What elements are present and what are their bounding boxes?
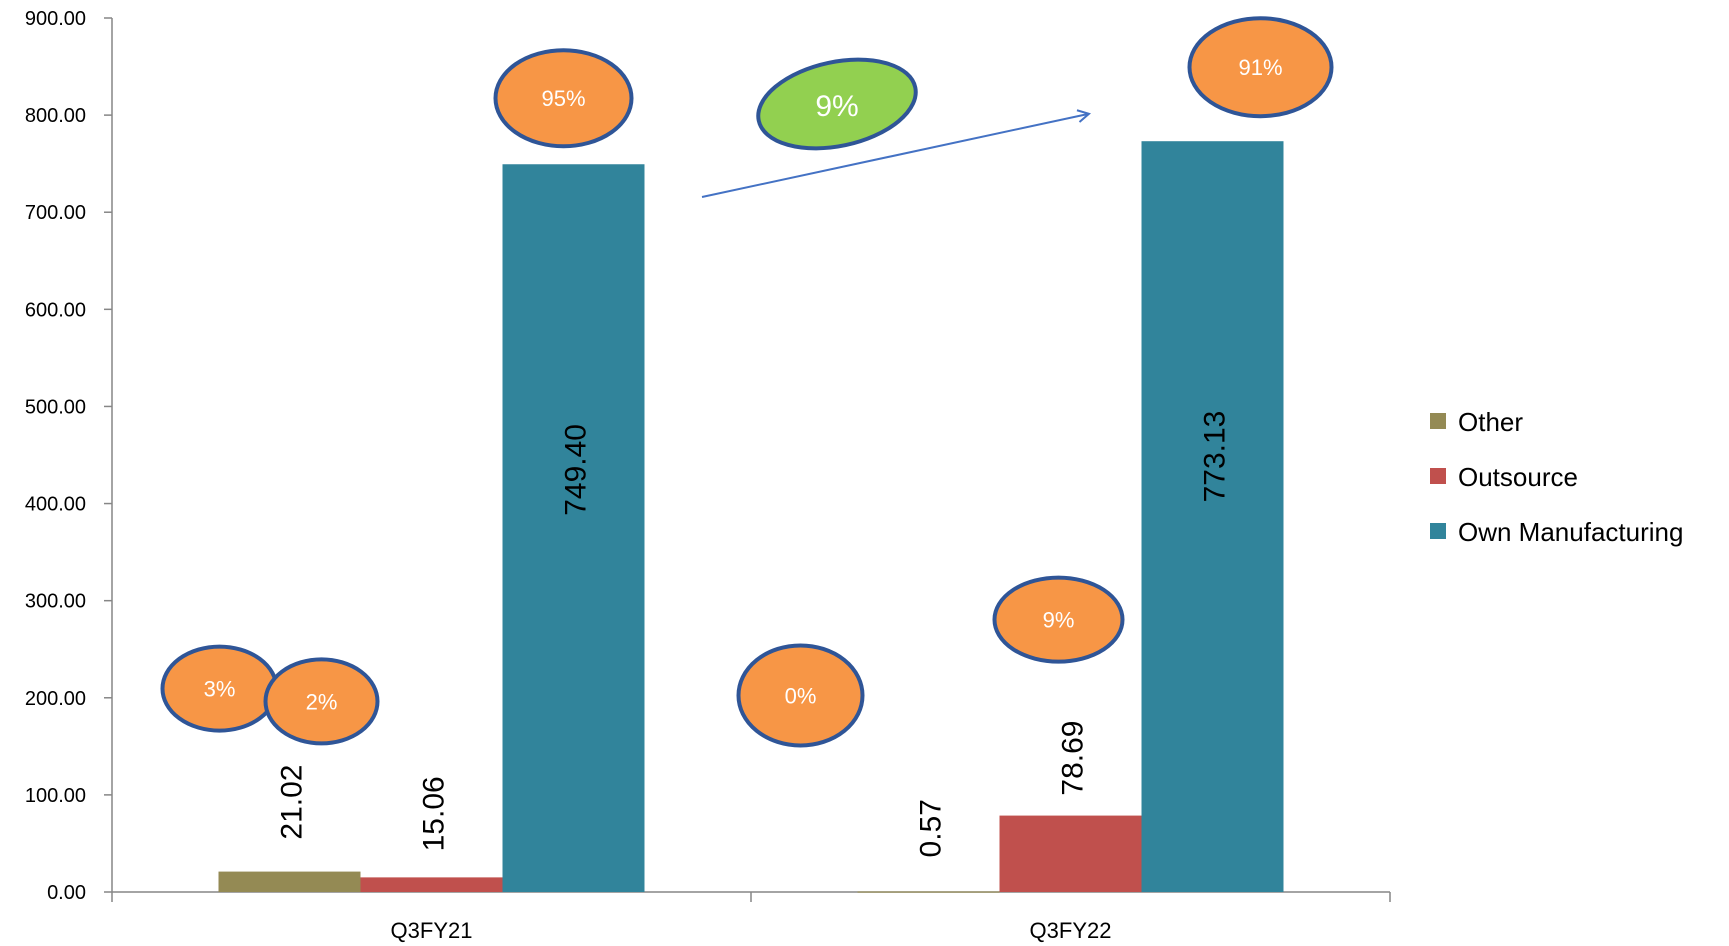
share-badge bbox=[1187, 16, 1334, 119]
legend-swatch bbox=[1430, 468, 1446, 484]
legend: Other Outsource Own Manufacturing bbox=[1430, 407, 1683, 547]
legend-swatch bbox=[1430, 523, 1446, 539]
y-tick-label: 200.00 bbox=[25, 688, 86, 710]
y-tick-label: 900.00 bbox=[25, 8, 86, 30]
growth-annotation: 9% bbox=[701, 57, 1088, 198]
share-badge bbox=[992, 575, 1125, 664]
legend-label: Other bbox=[1458, 407, 1523, 437]
y-tick-label: 400.00 bbox=[25, 494, 86, 516]
legend-label: Outsource bbox=[1458, 462, 1578, 492]
y-tick-label: 100.00 bbox=[25, 785, 86, 807]
bar-outsource bbox=[999, 815, 1142, 892]
y-tick-label: 300.00 bbox=[25, 591, 86, 613]
y-tick-label: 0.00 bbox=[47, 882, 86, 904]
data-label: 0.57 bbox=[915, 799, 948, 857]
y-tick-label: 800.00 bbox=[25, 105, 86, 127]
y-tick-label: 700.00 bbox=[25, 202, 86, 224]
share-badge-label: 3% bbox=[204, 677, 236, 702]
share-badge-label: 0% bbox=[785, 683, 817, 708]
bar-other bbox=[857, 891, 1000, 893]
data-label: 749.40 bbox=[560, 424, 593, 516]
y-tick-label: 500.00 bbox=[25, 396, 86, 418]
share-badge-label: 95% bbox=[541, 86, 585, 111]
data-label: 773.13 bbox=[1199, 411, 1232, 503]
data-labels: 21.02 0.57 15.06 78.69 749.40 773.13 bbox=[276, 411, 1232, 858]
x-tick-label: Q3FY21 bbox=[391, 918, 473, 943]
share-badges: 3% 0% 2% 9% 95% 91% bbox=[160, 16, 1334, 748]
bar-outsource bbox=[360, 877, 503, 892]
share-badge-label: 9% bbox=[1043, 608, 1075, 633]
share-badge-label: 2% bbox=[306, 689, 338, 714]
bar-own-manufacturing bbox=[1141, 141, 1284, 893]
legend-swatch bbox=[1430, 413, 1446, 429]
share-badge bbox=[263, 657, 380, 746]
growth-badge-label: 9% bbox=[815, 90, 858, 123]
data-label: 15.06 bbox=[418, 776, 451, 851]
growth-arrow bbox=[701, 114, 1088, 198]
x-tick-label: Q3FY22 bbox=[1030, 918, 1112, 943]
share-badge-label: 91% bbox=[1238, 55, 1282, 80]
data-label: 21.02 bbox=[276, 765, 309, 840]
legend-label: Own Manufacturing bbox=[1458, 517, 1683, 547]
growth-badge bbox=[756, 57, 918, 151]
y-axis: 0.00 100.00 200.00 300.00 400.00 500.00 600.00… bbox=[25, 8, 113, 904]
bar-own-manufacturing bbox=[502, 164, 645, 892]
data-label: 78.69 bbox=[1057, 721, 1090, 796]
share-badge bbox=[736, 643, 865, 748]
bar-other bbox=[218, 871, 361, 892]
y-tick-label: 600.00 bbox=[25, 299, 86, 321]
x-axis: Q3FY21 Q3FY22 bbox=[111, 891, 1391, 943]
bars bbox=[218, 141, 1284, 893]
share-badge bbox=[493, 48, 634, 149]
